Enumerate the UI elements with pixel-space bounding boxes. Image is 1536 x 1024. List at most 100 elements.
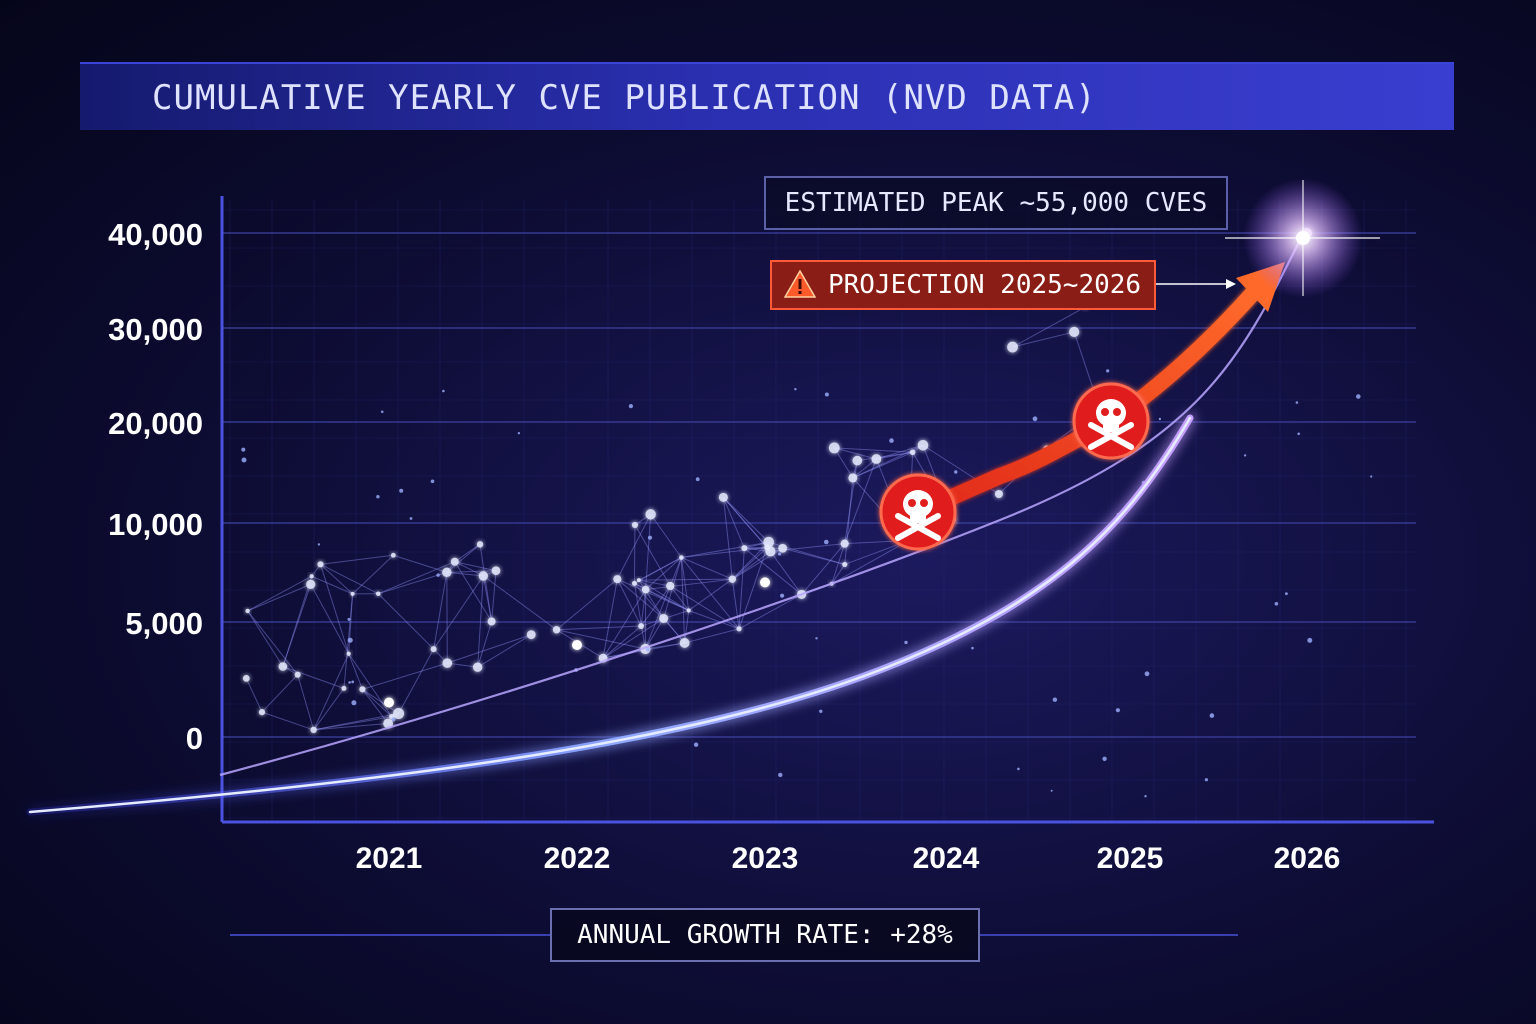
network-edge <box>247 610 284 667</box>
network-edge <box>645 557 682 590</box>
network-edge <box>311 575 353 595</box>
star-dot <box>815 637 818 640</box>
network-edge <box>634 557 682 584</box>
network-node <box>310 726 317 734</box>
network-edge <box>731 579 740 629</box>
data-point <box>384 697 394 708</box>
network-edge <box>834 447 913 453</box>
network-edge <box>261 674 299 713</box>
network-node <box>728 575 737 583</box>
network-node <box>430 646 437 653</box>
network-node <box>442 658 453 668</box>
star-dot <box>1243 454 1247 457</box>
network-edge <box>640 585 671 627</box>
network-edge <box>644 618 665 650</box>
network-edge <box>378 571 447 595</box>
network-node <box>341 685 347 691</box>
network-node <box>450 557 459 566</box>
network-edge <box>477 621 493 668</box>
warning-icon <box>784 270 816 298</box>
star-dot <box>391 717 396 722</box>
network-edge <box>688 610 740 630</box>
star-dot <box>1356 394 1361 399</box>
star-dot <box>647 535 653 540</box>
network-edge <box>640 589 647 627</box>
y-tick-label: 5,000 <box>125 606 203 641</box>
network-edge <box>483 575 557 631</box>
network-edge <box>362 688 399 714</box>
star-dot <box>1307 637 1313 643</box>
star-dot <box>241 457 247 463</box>
star-dot <box>1017 767 1020 771</box>
network-edge <box>744 547 768 549</box>
network-node <box>641 585 650 594</box>
network-node <box>478 571 489 581</box>
network-node <box>636 578 641 583</box>
x-tick-label: 2022 <box>544 842 611 875</box>
network-edge <box>634 524 671 587</box>
skull-eye <box>1113 408 1121 416</box>
skull-eye <box>908 499 916 507</box>
network-edge <box>433 572 448 650</box>
skull-jaw <box>910 514 926 523</box>
network-edge <box>398 648 435 714</box>
network-edge <box>310 584 350 654</box>
network-edge <box>831 543 846 584</box>
network-edge <box>680 557 690 611</box>
network-node <box>631 580 637 586</box>
network-edge <box>477 575 484 668</box>
star-dot <box>971 646 974 650</box>
network-edge <box>732 547 768 580</box>
skull-head <box>903 490 933 518</box>
network-edge <box>362 688 393 718</box>
network-edge <box>801 543 846 595</box>
network-edge <box>247 610 299 676</box>
network-edge <box>844 460 858 544</box>
network-node <box>613 575 622 584</box>
network-edge <box>833 447 854 479</box>
network-edge <box>681 547 768 559</box>
network-edge <box>669 557 682 587</box>
x-tick-label: 2025 <box>1097 842 1164 875</box>
network-edge <box>320 564 350 654</box>
peak-annotation: ESTIMATED PEAK ~55,000 CVES <box>764 176 1228 230</box>
crossbone <box>1088 422 1134 450</box>
network-edge <box>320 563 379 595</box>
network-edge <box>852 451 913 479</box>
star-dot <box>819 709 823 713</box>
star-dot <box>1285 592 1288 596</box>
network-edge <box>352 554 394 595</box>
star-dot <box>1370 475 1373 478</box>
network-edge <box>831 540 909 585</box>
network-node <box>718 492 728 502</box>
network-edge <box>681 541 769 559</box>
network-edge <box>556 578 618 631</box>
network-node <box>476 541 484 548</box>
star-dot <box>1274 602 1279 606</box>
network-edge <box>320 554 394 565</box>
network-edge <box>313 722 389 731</box>
star-dot <box>1102 756 1107 761</box>
network-edge <box>297 674 315 731</box>
network-node <box>526 630 536 640</box>
network-edge <box>433 575 484 650</box>
star-dot <box>347 637 353 643</box>
network-edge <box>446 543 481 573</box>
network-edge <box>633 524 636 584</box>
growth-line-right <box>978 934 1238 936</box>
network-edge <box>634 583 685 644</box>
network-node <box>383 718 394 729</box>
network-edge <box>454 543 481 563</box>
network-node <box>309 574 314 579</box>
network-edge <box>684 628 740 644</box>
star-dot <box>380 410 384 414</box>
network-node <box>245 608 250 614</box>
skull-jaw <box>1103 423 1119 432</box>
star-dot <box>794 388 797 391</box>
network-edge <box>1012 331 1075 348</box>
star-dot <box>348 681 351 684</box>
network-node <box>686 608 691 613</box>
network-node <box>350 591 355 596</box>
network-edge <box>362 662 448 690</box>
